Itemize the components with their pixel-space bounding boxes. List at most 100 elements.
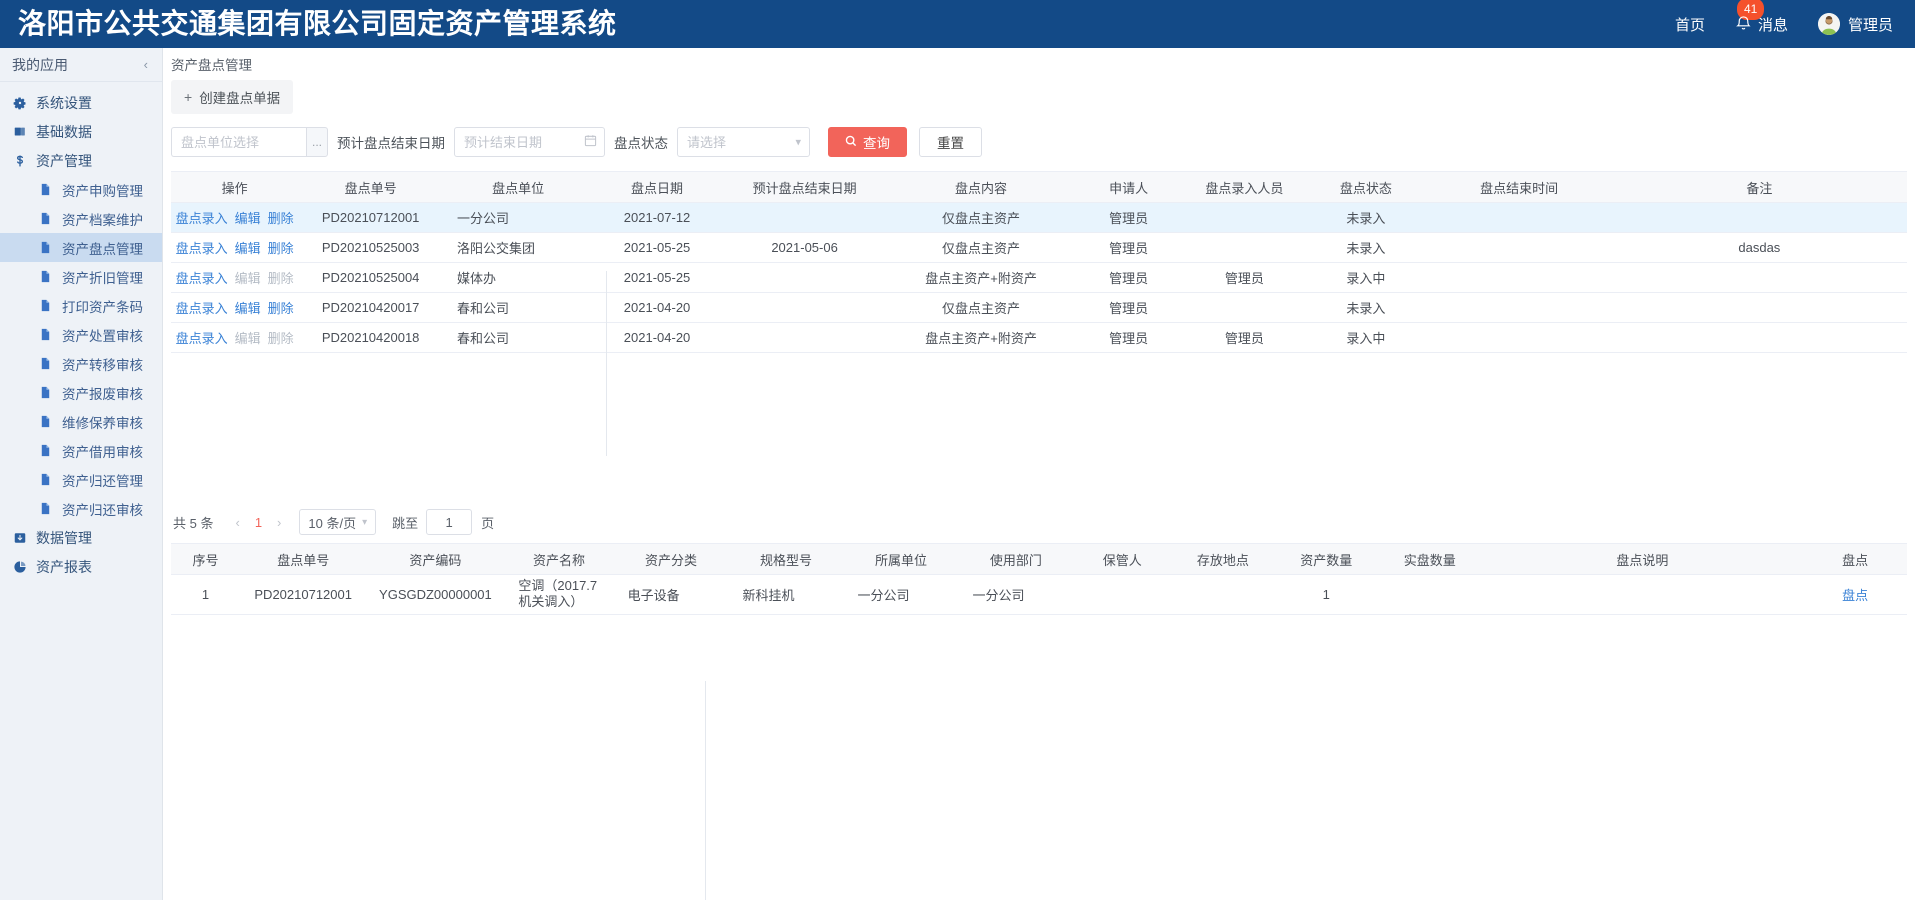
remark: [1611, 262, 1907, 293]
inventory-table-body: 盘点录入 编辑 删除 PD20210712001 一分公司 2021-07-12 仅盘点主资…: [171, 202, 1907, 353]
reset-button[interactable]: 重置: [919, 127, 982, 157]
expected-end-date: [720, 322, 889, 353]
edit-link[interactable]: 编辑: [234, 241, 261, 256]
table-row[interactable]: 盘点录入 编辑 删除 PD20210525003 洛阳公交集团 2021-05-25 202…: [171, 232, 1907, 263]
end-time: [1426, 202, 1612, 233]
search-button[interactable]: 查询: [828, 127, 907, 157]
inventory-note: [1481, 574, 1804, 615]
sidebar-header: 我的应用 ‹: [0, 48, 162, 82]
sidebar-item-9[interactable]: 资产转移审核: [0, 349, 162, 378]
sidebar-item-label: 基础数据: [36, 123, 92, 140]
sidebar-item-3[interactable]: 资产申购管理: [0, 175, 162, 204]
sidebar-item-6[interactable]: 资产折旧管理: [0, 262, 162, 291]
end-date-input[interactable]: [454, 127, 605, 157]
sidebar: 我的应用 ‹ 系统设置基础数据资产管理资产申购管理资产档案维护 资产盘点管理 资产折…: [0, 48, 163, 900]
unit-picker-button[interactable]: ...: [306, 127, 328, 157]
page-number-1[interactable]: 1: [254, 514, 263, 530]
sidebar-item-4[interactable]: 资产档案维护: [0, 204, 162, 233]
edit-link[interactable]: 编辑: [234, 301, 261, 316]
sidebar-item-13[interactable]: 资产归还管理: [0, 465, 162, 494]
edit-link: 编辑: [234, 271, 261, 286]
unit-select-input[interactable]: [171, 127, 306, 157]
entry-link[interactable]: 盘点录入: [175, 241, 228, 256]
inventory-table-header: 操作 盘点单号 盘点单位 盘点日期 预计盘点结束日期 盘点内容 申请人 盘点录入人员 盘点状态盘…: [171, 171, 1907, 203]
edit-link[interactable]: 编辑: [234, 211, 261, 226]
inventory-no: PD20210525004: [298, 262, 443, 293]
sidebar-title: 我的应用: [12, 56, 68, 73]
inventory-no: PD20210712001: [239, 574, 367, 615]
status-select[interactable]: [677, 127, 810, 157]
table-row[interactable]: 盘点录入 编辑 删除 PD20210712001 一分公司 2021-07-12 仅盘点主资…: [171, 202, 1907, 233]
file-icon: [38, 211, 53, 226]
asset-category: 电子设备: [613, 574, 729, 615]
unit-filter-group: ...: [171, 127, 328, 157]
user-menu[interactable]: 管理员: [1817, 13, 1893, 35]
jump-page-input[interactable]: [426, 509, 473, 535]
sidebar-item-11[interactable]: 维修保养审核: [0, 407, 162, 436]
sidebar-item-label: 数据管理: [36, 529, 92, 546]
delete-link[interactable]: 删除: [267, 301, 294, 316]
end-time: [1426, 262, 1612, 293]
delete-link[interactable]: 删除: [267, 211, 294, 226]
collapse-icon[interactable]: ‹: [143, 57, 148, 72]
entry-link[interactable]: 盘点录入: [175, 301, 228, 316]
create-inventory-button[interactable]: + 创建盘点单据: [171, 80, 294, 114]
sidebar-item-2[interactable]: 资产管理: [0, 146, 162, 175]
messages-button[interactable]: 41 消息: [1735, 0, 1788, 35]
sidebar-item-16[interactable]: 资产报表: [0, 552, 162, 581]
home-link[interactable]: 首页: [1674, 16, 1705, 34]
sidebar-item-1[interactable]: 基础数据: [0, 117, 162, 146]
table-row[interactable]: 盘点录入 编辑 删除 PD20210420018 春和公司 2021-04-20 盘点主资产…: [171, 322, 1907, 353]
download-box-icon: [12, 530, 27, 545]
sidebar-item-label: 资产申购管理: [62, 183, 143, 199]
entry-link[interactable]: 盘点录入: [175, 211, 228, 226]
remark: [1611, 322, 1907, 353]
detail-empty-space: [171, 615, 1907, 791]
detail-column-header-12: 盘点说明: [1481, 543, 1804, 575]
owner-unit: 一分公司: [843, 574, 959, 615]
inventory-date: 2021-05-25: [593, 262, 721, 293]
file-icon: [38, 240, 53, 255]
page-unit-label: 页: [481, 515, 495, 531]
sidebar-item-8[interactable]: 资产处置审核: [0, 320, 162, 349]
entry-link[interactable]: 盘点录入: [175, 271, 228, 286]
table-row[interactable]: 盘点录入 编辑 删除 PD20210420017 春和公司 2021-04-20 仅盘点主资…: [171, 292, 1907, 323]
entry-link[interactable]: 盘点录入: [175, 331, 228, 346]
inventory-content: 盘点主资产+附资产: [888, 262, 1074, 293]
sidebar-item-label: 资产借用审核: [62, 444, 143, 460]
end-time: [1426, 232, 1612, 263]
detail-column-header-13: 盘点: [1803, 543, 1907, 575]
detail-table-header: 序号 盘点单号 资产编码 资产名称 资产分类 规格型号 所属单位 使用部门 保管人 存放地点 资产数…: [171, 543, 1907, 575]
page-size-select[interactable]: 10 条/页 ▾: [299, 509, 377, 535]
app-title: 洛阳市公共交通集团有限公司固定资产管理系统: [18, 8, 617, 39]
prev-page-button[interactable]: ‹: [235, 514, 240, 530]
detail-table-row[interactable]: 1 PD20210712001 YGSGDZ00000001 空调（2017.7机关调…: [171, 574, 1907, 615]
asset-qty: 1: [1274, 574, 1378, 615]
inventory-content: 盘点主资产+附资产: [888, 322, 1074, 353]
sidebar-item-label: 资产报表: [36, 558, 92, 575]
applicant: 管理员: [1073, 262, 1184, 293]
sidebar-item-15[interactable]: 数据管理: [0, 523, 162, 552]
next-page-button[interactable]: ›: [277, 514, 282, 530]
table-row[interactable]: 盘点录入 编辑 删除 PD20210525004 媒体办 2021-05-25 盘点主资产+…: [171, 262, 1907, 293]
inventory-unit: 春和公司: [442, 292, 594, 323]
applicant: 管理员: [1073, 322, 1184, 353]
sidebar-item-14[interactable]: 资产归还审核: [0, 494, 162, 523]
file-icon: [38, 385, 53, 400]
status-badge: 未录入: [1305, 292, 1427, 323]
inventory-content: 仅盘点主资产: [888, 202, 1074, 233]
sidebar-item-label: 维修保养审核: [62, 415, 143, 431]
end-date-filter: [454, 127, 605, 157]
sidebar-item-0[interactable]: 系统设置: [0, 88, 162, 117]
sidebar-item-7[interactable]: 打印资产条码: [0, 291, 162, 320]
file-icon: [38, 472, 53, 487]
detail-column-header-1: 盘点单号: [239, 543, 367, 575]
sidebar-item-10[interactable]: 资产报废审核: [0, 378, 162, 407]
row-actions: 盘点录入 编辑 删除: [171, 292, 299, 323]
sidebar-item-12[interactable]: 资产借用审核: [0, 436, 162, 465]
file-icon: [38, 443, 53, 458]
sidebar-item-5[interactable]: 资产盘点管理: [0, 233, 162, 262]
delete-link[interactable]: 删除: [267, 241, 294, 256]
using-dept: 一分公司: [958, 574, 1074, 615]
inventory-action-link[interactable]: 盘点: [1842, 587, 1869, 603]
